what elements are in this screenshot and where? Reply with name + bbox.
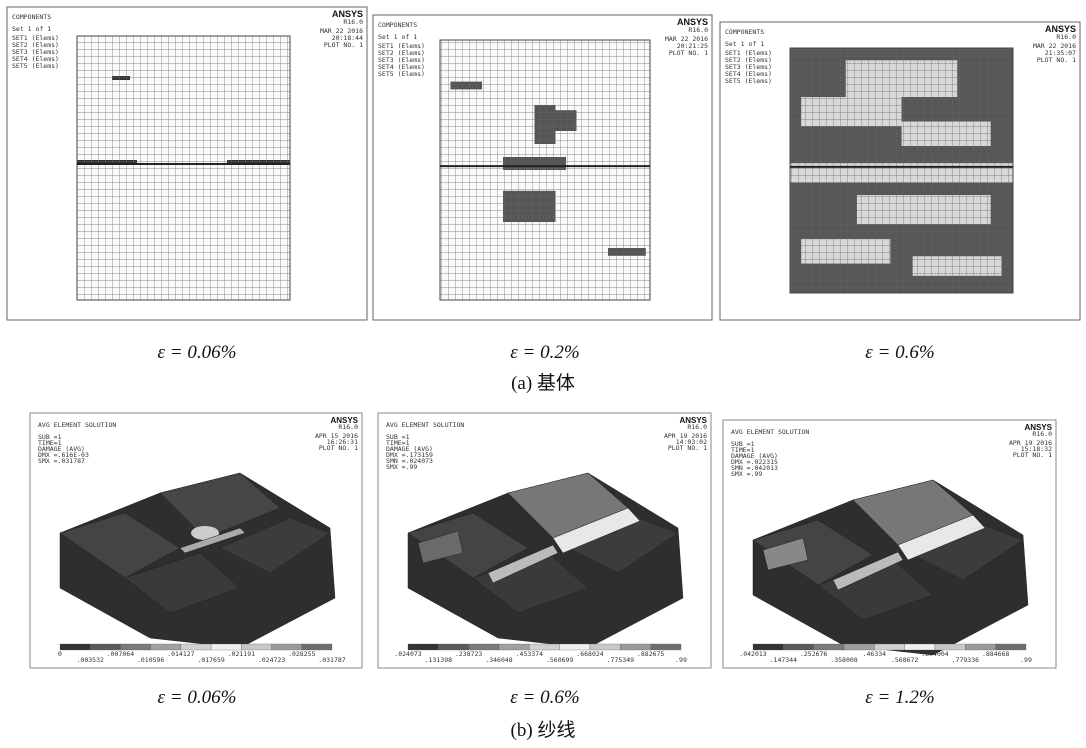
version: R16.0 [1032,430,1052,438]
colorbar-label: .007064 [107,650,134,658]
colorbar-segment [60,644,90,650]
legend-entry: SET5 (Elems) [12,62,59,70]
colorbar-label: .668024 [576,650,603,658]
caption-a: (a) 基体 [511,372,575,394]
colorbar-label: .042013 [739,650,766,658]
strain-caption: ε = 0.6% [865,342,934,363]
legend-entry: SET5 (Elems) [725,77,772,85]
strain-caption: ε = 0.6% [510,687,579,708]
colorbar-label: .99 [1020,656,1032,664]
mesh-grid [790,48,1013,293]
strain-caption: ε = 1.2% [865,687,934,708]
colorbar-label: 0 [58,650,62,658]
strain-caption: ε = 0.06% [158,687,237,708]
colorbar-label: .775349 [607,656,634,664]
colorbar-label: .99 [675,656,687,664]
figure: COMPONENTSSet 1 of 1SET1 (Elems)SET2 (El… [0,0,1086,748]
panel-title: COMPONENTS [378,21,417,29]
version: R16.0 [1056,33,1076,41]
colorbar-label: .346048 [485,656,512,664]
plot-no: PLOT NO. 1 [1037,56,1076,64]
colorbar-label: .560699 [546,656,573,664]
strain-caption: ε = 0.2% [510,342,579,363]
mesh-grid [440,40,650,300]
colorbar-label: .568672 [891,656,918,664]
plot-no: PLOT NO. 1 [1013,451,1052,459]
colorbar-label: .453374 [516,650,543,658]
info-line: SMX =.99 [731,470,762,478]
colorbar-label: .024073 [394,650,421,658]
colorbar-label: .46334 [863,650,887,658]
plot-no: PLOT NO. 1 [324,41,363,49]
colorbar-label: .028255 [288,650,315,658]
colorbar-label: .674004 [921,650,948,658]
plot-no: PLOT NO. 1 [668,444,707,452]
colorbar-label: .031787 [318,656,345,664]
info-line: SMX =.031787 [38,457,85,465]
version: R16.0 [687,423,707,431]
version: R16.0 [338,423,358,431]
colorbar-label: .779336 [952,656,979,664]
panel-title: COMPONENTS [725,28,764,36]
plot-no: PLOT NO. 1 [669,49,708,57]
set-label: Set 1 of 1 [12,25,51,33]
legend-entry: SET5 (Elems) [378,70,425,78]
colorbar-label: .147344 [770,656,797,664]
set-label: Set 1 of 1 [725,40,764,48]
panel-title: AVG ELEMENT SOLUTION [731,428,809,436]
colorbar-label: .010596 [137,656,164,664]
colorbar-label: .024723 [258,656,285,664]
version: R16.0 [688,26,708,34]
colorbar-label: .017659 [197,656,224,664]
info-line: SMX =.99 [386,463,417,471]
colorbar-label: .252676 [800,650,827,658]
panel-title: COMPONENTS [12,13,51,21]
set-label: Set 1 of 1 [378,33,417,41]
plot-no: PLOT NO. 1 [319,444,358,452]
colorbar-label: .238723 [455,650,482,658]
strain-caption: ε = 0.06% [158,342,237,363]
colorbar-label: .003532 [77,656,104,664]
colorbar-label: .884668 [982,650,1009,658]
colorbar-label: .358008 [830,656,857,664]
panel-title: AVG ELEMENT SOLUTION [38,421,116,429]
colorbar-label: .014127 [167,650,194,658]
caption-b: (b) 纱线 [511,719,576,741]
mesh-grid [77,36,290,300]
colorbar-label: .882675 [637,650,664,658]
colorbar-label: .021191 [228,650,255,658]
panel-title: AVG ELEMENT SOLUTION [386,421,464,429]
version: R16.0 [343,18,363,26]
colorbar-label: .131398 [425,656,452,664]
